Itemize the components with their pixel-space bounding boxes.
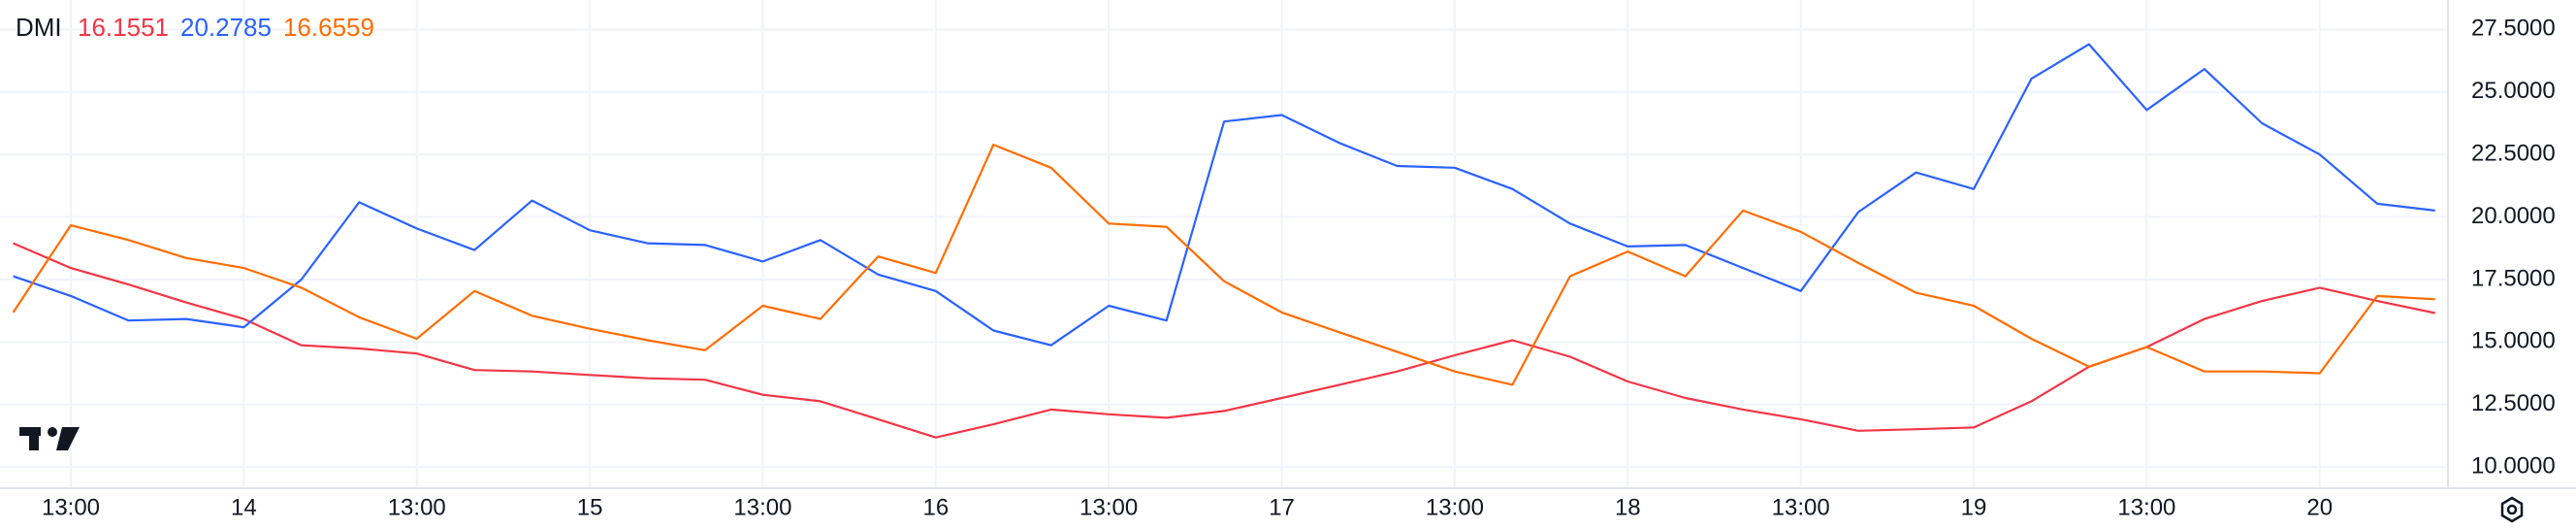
series-line: [13, 242, 2435, 439]
grid: [0, 0, 2448, 488]
legend-value: 16.6559: [283, 13, 374, 42]
tv-logo: [19, 427, 80, 450]
y-tick-label: 15.0000: [2471, 328, 2556, 354]
settings-icon[interactable]: [2500, 496, 2524, 523]
chart-title: DMI: [16, 13, 62, 42]
x-tick-label: 13:00: [2117, 494, 2175, 520]
x-tick-label: 13:00: [1772, 494, 1830, 520]
y-tick-label: 22.5000: [2471, 141, 2556, 167]
x-tick-label: 19: [1961, 494, 1987, 520]
x-tick-label: 20: [2306, 494, 2333, 520]
x-tick-label: 17: [1269, 494, 1295, 520]
series-line: [13, 43, 2435, 347]
x-tick-label: 13:00: [1079, 494, 1138, 520]
y-tick-label: 25.0000: [2471, 78, 2556, 104]
x-tick-label: 15: [577, 494, 603, 520]
y-tick-label: 10.0000: [2471, 452, 2556, 479]
x-tick-label: 13:00: [1426, 494, 1484, 520]
x-tick-label: 18: [1615, 494, 1641, 520]
x-tick-label: 13:00: [42, 494, 100, 520]
y-tick-label: 20.0000: [2471, 203, 2556, 229]
x-tick-label: 14: [231, 494, 257, 520]
x-tick-label: 13:00: [388, 494, 446, 520]
y-tick-label: 17.5000: [2471, 265, 2556, 291]
x-tick-label: 13:00: [733, 494, 791, 520]
legend-value: 20.2785: [180, 13, 272, 42]
y-tick-label: 27.5000: [2471, 16, 2556, 42]
x-tick-label: 16: [922, 494, 949, 520]
series-line: [12, 144, 2435, 386]
legend-value: 16.1551: [78, 13, 169, 42]
y-tick-label: 12.5000: [2471, 390, 2556, 416]
